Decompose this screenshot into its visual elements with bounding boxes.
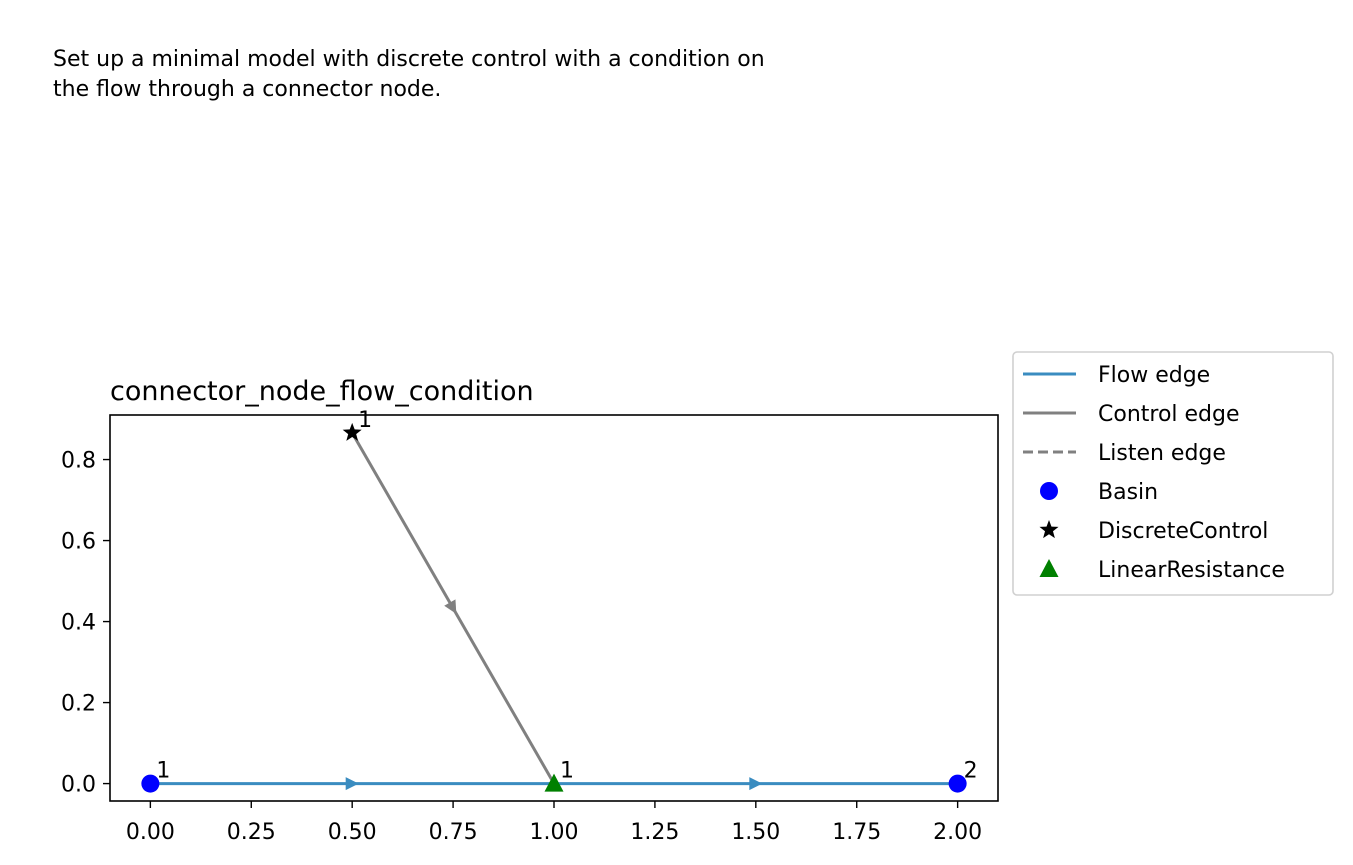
legend-label: Flow edge bbox=[1098, 363, 1210, 388]
flow-edge-arrow-2 bbox=[749, 777, 763, 791]
description-text: Set up a minimal model with discrete con… bbox=[53, 45, 765, 105]
legend-label: Listen edge bbox=[1098, 441, 1226, 466]
node-label: 1 bbox=[358, 408, 372, 433]
linear-resistance-node-1 bbox=[544, 773, 564, 792]
x-tick-label: 0.25 bbox=[227, 820, 276, 845]
x-tick-label: 0.00 bbox=[126, 820, 175, 845]
flow-edge-arrow-1 bbox=[345, 777, 359, 791]
legend-triangle-marker bbox=[1039, 559, 1059, 577]
legend: Flow edge Control edge Listen edge Basin Dis… bbox=[1012, 351, 1334, 596]
legend-label: DiscreteControl bbox=[1098, 519, 1268, 544]
x-tick-label: 1.00 bbox=[530, 820, 579, 845]
node-label: 1 bbox=[156, 759, 170, 784]
basin-node-1 bbox=[141, 774, 160, 793]
legend-circle-marker bbox=[1040, 482, 1058, 500]
x-tick-label: 1.75 bbox=[832, 820, 881, 845]
discrete-control-node-1 bbox=[342, 422, 362, 441]
legend-star-marker bbox=[1039, 520, 1059, 539]
plot-area: 1 2 1 1 0.00 0.25 0.50 0.75 1.00 1.25 1.50 1.75 2.00… bbox=[61, 408, 999, 845]
y-tick-label: 0.0 bbox=[61, 773, 96, 798]
y-tick-label: 0.8 bbox=[61, 449, 96, 474]
legend-label: Basin bbox=[1098, 480, 1158, 505]
description-line-2: the flow through a connector node. bbox=[53, 77, 442, 102]
node-label: 1 bbox=[560, 759, 574, 784]
axes-frame bbox=[109, 414, 999, 802]
legend-frame bbox=[1012, 351, 1334, 596]
node-label: 2 bbox=[964, 759, 978, 784]
y-tick-label: 0.6 bbox=[61, 530, 96, 555]
basin-node-2 bbox=[948, 774, 967, 793]
x-tick-label: 1.25 bbox=[630, 820, 679, 845]
chart-title: connector_node_flow_condition bbox=[110, 376, 534, 407]
y-tick-label: 0.2 bbox=[61, 692, 96, 717]
x-tick-label: 1.50 bbox=[731, 820, 780, 845]
description-line-1: Set up a minimal model with discrete con… bbox=[53, 47, 765, 72]
x-tick-label: 2.00 bbox=[933, 820, 982, 845]
control-edge-arrow-3 bbox=[444, 599, 457, 614]
legend-label: LinearResistance bbox=[1098, 558, 1285, 583]
legend-label: Control edge bbox=[1098, 402, 1240, 427]
x-tick-label: 0.50 bbox=[328, 820, 377, 845]
y-tick-label: 0.4 bbox=[61, 611, 96, 636]
x-tick-label: 0.75 bbox=[429, 820, 478, 845]
